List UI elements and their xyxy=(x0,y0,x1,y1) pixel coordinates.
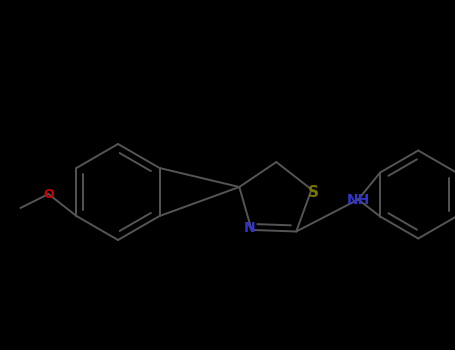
Text: O: O xyxy=(43,188,54,201)
Text: N: N xyxy=(244,221,255,235)
Text: S: S xyxy=(308,185,319,200)
Text: NH: NH xyxy=(347,193,370,206)
